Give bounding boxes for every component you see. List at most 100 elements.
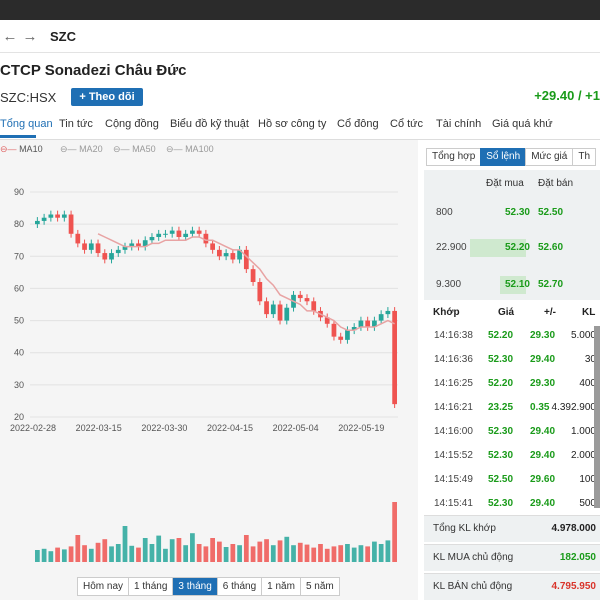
candle-body <box>210 243 215 250</box>
y-tick-label: 60 <box>14 283 24 293</box>
candle-body <box>392 310 397 405</box>
candle-body <box>365 320 371 327</box>
arrow-left-icon[interactable]: ← <box>2 27 18 45</box>
volume-bar <box>264 539 269 562</box>
trade-row: 14:15:49 52.50 29.60 100 <box>424 468 600 493</box>
volume-bar <box>75 535 81 562</box>
summary-value: 4.978.000 <box>551 523 597 534</box>
tab-more[interactable]: Th <box>572 148 597 166</box>
y-tick-label: 70 <box>14 251 24 261</box>
legend-ma10[interactable]: ⊖— MA10 <box>0 144 43 154</box>
volume-bar <box>55 547 60 562</box>
candle-body <box>61 214 67 218</box>
candle-body <box>324 317 330 324</box>
tab-co-tuc[interactable]: Cổ tức <box>390 118 424 130</box>
tab-so-lenh[interactable]: Sổ lệnh <box>480 148 527 166</box>
volume-bar <box>210 538 215 562</box>
candle-body <box>304 298 310 302</box>
candle-body <box>68 214 74 234</box>
x-tick-label: 2022-05-19 <box>338 423 384 433</box>
volume-bar <box>318 544 323 562</box>
candle-body <box>297 294 303 299</box>
candle-body <box>223 253 229 257</box>
nav-bar: ← → SZC <box>0 20 600 53</box>
range-1m[interactable]: 1 tháng <box>129 578 174 595</box>
volume-bar <box>250 546 256 562</box>
tab-ho-so[interactable]: Hồ sơ công ty <box>258 118 327 130</box>
tab-tong-quan[interactable]: Tổng quan <box>0 118 53 130</box>
candle-body <box>378 314 384 321</box>
summary-row: KL MUA chủ động 182.050 <box>424 544 600 571</box>
candle-body <box>270 304 276 315</box>
trade-price: 52.50 <box>488 474 514 485</box>
volume-bar <box>217 541 222 562</box>
candle-body <box>358 320 364 327</box>
candle-body <box>284 307 290 321</box>
tab-gia-qua-khu[interactable]: Giá quá khứ <box>492 118 553 130</box>
trade-time: 14:16:21 <box>434 402 473 413</box>
volume-bar <box>257 541 263 562</box>
candle-body <box>88 243 94 250</box>
order-tabs: Tổng hợp Sổ lệnh Mức giá Th <box>426 148 597 166</box>
range-1y[interactable]: 1 năm <box>262 578 301 595</box>
volume-bar <box>156 535 162 562</box>
volume-bar <box>270 545 276 562</box>
trade-vol: 2.000 <box>570 450 596 461</box>
orderbook-row: 800 52.30 52.50 <box>424 202 600 224</box>
candle-body <box>142 240 148 247</box>
orderbook-row: 22.900 52.20 52.60 <box>424 237 600 259</box>
legend-ma100[interactable]: ⊖— MA100 <box>166 144 214 154</box>
ob-bid: 52.30 <box>504 207 530 218</box>
range-6m[interactable]: 6 tháng <box>218 578 263 595</box>
tab-bieu-do[interactable]: Biểu đồ kỹ thuật <box>170 118 249 130</box>
follow-button[interactable]: + Theo dõi <box>71 88 143 106</box>
volume-bar <box>297 542 303 562</box>
summary-label: KL MUA chủ động <box>433 552 514 563</box>
col-time: Khớp <box>433 307 460 318</box>
volume-bar <box>48 551 54 562</box>
volume-bar <box>35 550 40 562</box>
legend-ma50[interactable]: ⊖— MA50 <box>113 144 156 154</box>
x-tick-label: 2022-02-28 <box>10 423 56 433</box>
volume-bar <box>88 548 94 562</box>
range-5y[interactable]: 5 năm <box>305 581 334 592</box>
candle-body <box>237 249 242 260</box>
range-today[interactable]: Hôm nay <box>78 578 130 595</box>
summary-row: KL BÁN chủ động 4.795.950 <box>424 573 600 600</box>
range-3m[interactable]: 3 tháng <box>173 578 218 595</box>
volume-bar <box>176 538 182 562</box>
volume-bar <box>237 545 242 562</box>
volume-bar <box>142 538 148 562</box>
tab-muc-gia[interactable]: Mức giá <box>525 148 574 166</box>
volume-bar <box>392 502 397 562</box>
tab-tin-tuc[interactable]: Tin tức <box>59 118 93 130</box>
ob-bid: 52.20 <box>504 242 530 253</box>
summary-label: Tổng KL khớp <box>433 523 496 534</box>
trade-vol: 500 <box>579 498 596 509</box>
trade-chg: 29.30 <box>530 330 556 341</box>
volume-bar <box>277 540 283 562</box>
candle-body <box>243 249 249 270</box>
range-selector: Hôm nay 1 tháng 3 tháng 6 tháng 1 năm 5 … <box>77 577 340 596</box>
tab-co-dong[interactable]: Cổ đông <box>337 118 379 130</box>
arrow-right-icon[interactable]: → <box>22 27 38 45</box>
trade-time: 14:15:41 <box>434 498 473 509</box>
candle-body <box>351 327 357 331</box>
summary-label: KL BÁN chủ động <box>433 581 513 592</box>
tab-cong-dong[interactable]: Cộng đồng <box>105 118 159 130</box>
company-name: CTCP Sonadezi Châu Đức <box>0 62 187 79</box>
tab-tong-hop[interactable]: Tổng hợp <box>426 148 482 166</box>
volume-bar <box>385 540 391 562</box>
candle-body <box>41 217 47 221</box>
trade-price: 52.20 <box>488 330 514 341</box>
scrollbar[interactable] <box>594 326 600 508</box>
price-change: +29.40 / +1 <box>534 88 600 103</box>
trade-chg: 29.30 <box>530 378 556 389</box>
candle-body <box>217 249 222 257</box>
volume-bar <box>122 526 128 562</box>
legend-ma20[interactable]: ⊖— MA20 <box>60 144 103 154</box>
tab-tai-chinh[interactable]: Tài chính <box>436 118 482 130</box>
candle-body <box>82 243 87 250</box>
y-tick-label: 80 <box>14 219 24 229</box>
